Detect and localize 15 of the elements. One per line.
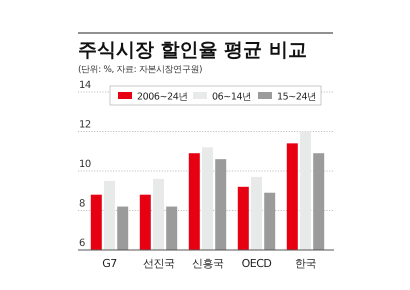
y-tick-label: 12	[79, 120, 91, 130]
x-tick-label: G7	[102, 257, 118, 270]
x-tick-label: OECD	[242, 257, 272, 270]
y-tick-label: 6	[79, 238, 85, 249]
legend-label: 2006~24년	[137, 92, 188, 102]
chart-subtitle: (단위: %, 자료: 자본시장연구원)	[78, 65, 202, 75]
y-tick-label: 10	[79, 159, 91, 170]
legend-label: 06~14년	[212, 92, 252, 102]
y-tick-label: 8	[79, 198, 85, 210]
x-tick-label: 한국	[295, 257, 316, 270]
x-tick-label: 신흥국	[192, 257, 224, 270]
legend-label: 15~24년	[277, 92, 317, 102]
chart-title: 주식시장 할인율 평균 비교	[78, 39, 307, 61]
x-tick-label: 선진국	[142, 257, 175, 270]
y-tick-label: 14	[79, 80, 91, 91]
